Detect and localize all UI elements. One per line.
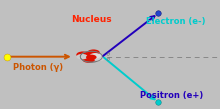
Circle shape	[94, 55, 106, 61]
Text: Electron (e-): Electron (e-)	[146, 17, 206, 26]
Text: Positron (e+): Positron (e+)	[140, 91, 203, 100]
Text: Nucleus: Nucleus	[71, 15, 112, 24]
Circle shape	[86, 55, 97, 60]
Text: $\theta$: $\theta$	[106, 50, 111, 58]
Circle shape	[82, 57, 95, 63]
Text: Photon (γ): Photon (γ)	[13, 63, 64, 72]
Circle shape	[87, 49, 100, 56]
Text: $\theta$: $\theta$	[106, 55, 111, 63]
Circle shape	[76, 51, 90, 58]
Circle shape	[90, 53, 101, 59]
Circle shape	[77, 54, 88, 60]
